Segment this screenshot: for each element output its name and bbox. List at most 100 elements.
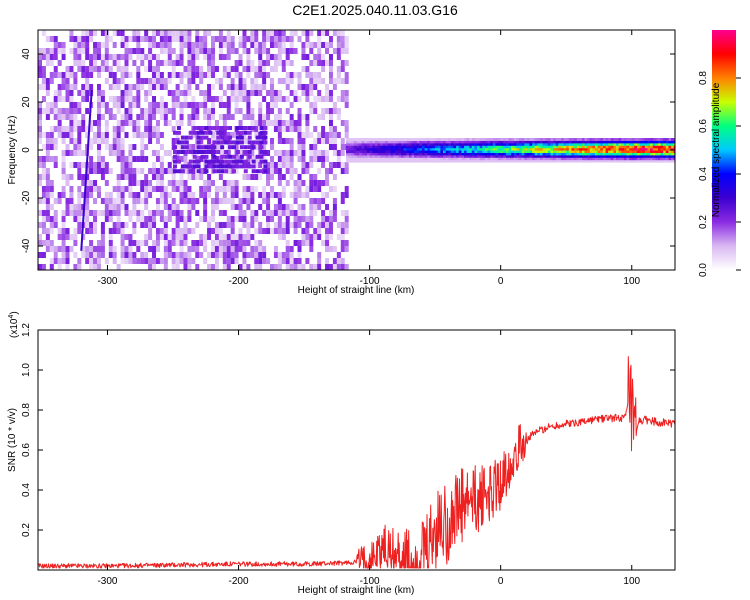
colorbar-gradient — [712, 30, 736, 270]
heatmap-cell — [484, 147, 488, 151]
heatmap-cell — [199, 42, 204, 48]
heatmap-cell — [317, 48, 322, 54]
heatmap-cell — [621, 140, 625, 144]
heatmap-cell — [187, 66, 192, 72]
heatmap-cell — [652, 157, 656, 161]
heatmap-cell — [356, 147, 360, 151]
heatmap-cell — [167, 60, 172, 66]
heatmap-cell — [179, 192, 184, 198]
heatmap-cell — [171, 210, 176, 216]
heatmap-cell — [179, 198, 184, 204]
heatmap-cell — [508, 145, 512, 149]
heatmap-cell — [220, 164, 225, 169]
heatmap-cell — [238, 72, 243, 78]
heatmap-cell — [238, 150, 243, 156]
heatmap-cell — [159, 60, 164, 66]
heatmap-cell — [57, 108, 62, 114]
heatmap-cell — [380, 154, 384, 158]
heatmap-cell — [461, 147, 465, 151]
heatmap-cell — [482, 138, 486, 141]
heatmap-cell — [398, 145, 402, 149]
heatmap-cell — [560, 145, 564, 149]
heatmap-cell — [104, 78, 109, 84]
heatmap-cell — [492, 154, 496, 158]
heatmap-cell — [511, 142, 515, 146]
heatmap-cell — [359, 154, 363, 158]
heatmap-cell — [155, 150, 160, 156]
heatmap-cell — [636, 138, 640, 141]
heatmap-cell — [208, 150, 213, 154]
heatmap-cell — [77, 42, 82, 48]
heatmap-cell — [440, 147, 444, 151]
heatmap-cell — [398, 152, 402, 156]
heatmap-cell — [309, 156, 314, 162]
heatmap-cell — [93, 210, 98, 216]
heatmap-cell — [359, 140, 363, 144]
heatmap-cell — [61, 234, 66, 240]
heatmap-cell — [313, 54, 318, 60]
heatmap-cell — [621, 152, 625, 156]
heatmap-cell — [584, 140, 588, 144]
heatmap-cell — [108, 36, 113, 42]
heatmap-cell — [230, 42, 235, 48]
heatmap-cell — [584, 150, 588, 153]
heatmap-cell — [231, 169, 236, 174]
heatmap-cell — [112, 198, 117, 204]
heatmap-cell — [613, 138, 617, 141]
heatmap-cell — [328, 264, 333, 270]
heatmap-cell — [65, 108, 70, 114]
heatmap-cell — [309, 222, 314, 228]
heatmap-cell — [623, 152, 627, 156]
heatmap-cell — [629, 138, 633, 141]
heatmap-cell — [175, 96, 180, 102]
heatmap-cell — [273, 120, 278, 126]
heatmap-cell — [364, 145, 368, 149]
heatmap-cell — [222, 198, 227, 204]
heatmap-cell — [238, 264, 243, 270]
heatmap-cell — [140, 36, 145, 42]
heatmap-cell — [424, 138, 428, 141]
heatmap-cell — [563, 152, 567, 156]
heatmap-cell — [568, 159, 572, 163]
heatmap-cell — [466, 154, 470, 158]
heatmap-cell — [605, 150, 609, 153]
heatmap-cell — [259, 140, 264, 145]
heatmap-cell — [112, 42, 117, 48]
heatmap-cell — [289, 60, 294, 66]
heatmap-cell — [224, 126, 229, 130]
heatmap-cell — [301, 204, 306, 210]
heatmap-cell — [89, 186, 94, 192]
heatmap-cell — [325, 192, 330, 198]
heatmap-cell — [175, 156, 180, 162]
heatmap-cell — [208, 145, 213, 150]
heatmap-cell — [313, 42, 318, 48]
heatmap-cell — [547, 159, 551, 163]
heatmap-cell — [148, 114, 153, 120]
heatmap-cell — [537, 138, 541, 141]
heatmap-cell — [187, 246, 192, 252]
heatmap-cell — [200, 135, 205, 140]
heatmap-cell — [336, 30, 341, 36]
heatmap-cell — [372, 154, 376, 158]
heatmap-cell — [238, 60, 243, 66]
heatmap-cell — [238, 240, 243, 246]
heatmap-cell — [344, 48, 349, 54]
heatmap-cell — [313, 60, 318, 66]
heatmap-cell — [239, 145, 244, 150]
heatmap-cell — [104, 192, 109, 198]
heatmap-cell — [175, 264, 180, 270]
heatmap-cell — [77, 204, 82, 210]
heatmap-cell — [414, 150, 418, 153]
heatmap-cell — [427, 150, 431, 153]
heatmap-cell — [647, 138, 651, 141]
heatmap-cell — [492, 138, 496, 141]
heatmap-cell — [309, 264, 314, 270]
heatmap-cell — [96, 66, 101, 72]
heatmap-cell — [85, 84, 90, 90]
heatmap-cell — [408, 154, 412, 158]
heatmap-cell — [647, 150, 651, 153]
heatmap-cell — [508, 150, 512, 153]
heatmap-cell — [427, 154, 431, 158]
heatmap-cell — [195, 42, 200, 48]
